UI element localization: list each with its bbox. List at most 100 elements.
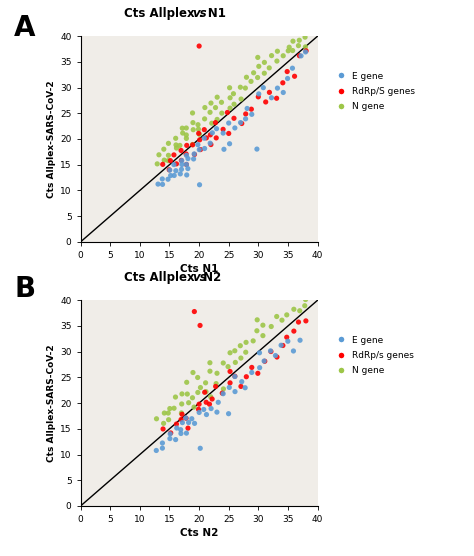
Point (178, 400, 185, 409)
Point (296, 336, 304, 345)
Point (254, 369, 262, 378)
Point (265, 88, 273, 97)
Point (259, 331, 267, 340)
Point (194, 388, 201, 397)
Point (225, 129, 233, 138)
Point (182, 414, 190, 423)
Point (273, 312, 281, 321)
Point (295, 317, 302, 326)
Point (243, 373, 250, 381)
Text: Cts Allplex: Cts Allplex (124, 7, 199, 19)
Point (254, 315, 261, 324)
Point (296, 306, 303, 315)
Point (302, 47, 310, 56)
Point (255, 349, 263, 358)
Point (160, 156, 168, 165)
Point (219, 128, 227, 137)
Point (178, 165, 185, 174)
Point (301, 33, 309, 42)
Point (261, 58, 268, 67)
Point (195, 125, 202, 133)
Point (173, 143, 180, 152)
Point (247, 105, 255, 113)
Point (238, 377, 246, 386)
Point (196, 180, 203, 189)
Point (243, 73, 250, 82)
Point (165, 415, 173, 424)
Point (189, 141, 196, 150)
Point (194, 120, 202, 129)
Point (182, 131, 190, 140)
Point (167, 429, 174, 438)
Point (164, 139, 172, 148)
Point (172, 393, 179, 401)
Point (201, 134, 208, 143)
Point (262, 97, 270, 106)
Point (273, 57, 281, 66)
Point (183, 378, 191, 387)
Point (248, 363, 255, 372)
Point (218, 108, 226, 117)
Point (179, 124, 186, 133)
Point (189, 140, 196, 149)
Point (237, 354, 245, 363)
Point (219, 389, 226, 398)
Point (250, 68, 257, 77)
Point (256, 363, 264, 372)
Point (226, 104, 234, 113)
Point (200, 405, 208, 414)
Point (213, 369, 221, 378)
Text: A: A (14, 14, 36, 42)
Point (289, 37, 297, 46)
Point (212, 133, 220, 142)
Text: B: B (14, 275, 36, 303)
Point (230, 114, 238, 123)
Point (182, 134, 190, 143)
Point (254, 53, 262, 62)
Point (267, 346, 274, 355)
Point (166, 429, 174, 438)
Point (153, 414, 160, 423)
Point (231, 372, 239, 381)
Point (231, 123, 238, 132)
Point (213, 408, 221, 416)
Point (224, 108, 231, 117)
Point (279, 341, 287, 350)
Point (202, 379, 210, 388)
Point (273, 94, 281, 103)
Point (209, 128, 216, 137)
X-axis label: Cts N1: Cts N1 (180, 264, 218, 274)
Point (219, 359, 227, 368)
Point (178, 410, 186, 419)
Point (206, 139, 214, 148)
Point (273, 353, 281, 361)
Point (172, 141, 180, 150)
Point (197, 145, 204, 154)
Point (231, 346, 238, 355)
Point (290, 346, 297, 355)
Point (190, 403, 198, 411)
X-axis label: Cts N2: Cts N2 (180, 528, 218, 538)
Point (195, 408, 203, 417)
Point (182, 123, 190, 132)
Point (189, 108, 196, 117)
Text: Cts Allplex: Cts Allplex (124, 271, 199, 284)
Point (207, 404, 215, 413)
Point (177, 425, 184, 434)
Point (195, 129, 202, 138)
Point (182, 414, 190, 423)
Point (213, 124, 220, 133)
Point (226, 140, 233, 148)
Point (280, 88, 287, 97)
Point (283, 67, 291, 76)
Point (253, 326, 261, 335)
Point (265, 63, 273, 72)
Text: . N1: . N1 (199, 7, 226, 19)
Point (195, 405, 202, 414)
Point (189, 118, 197, 127)
Point (248, 368, 255, 377)
Point (166, 404, 173, 413)
Point (212, 382, 219, 391)
Point (207, 140, 215, 149)
Point (195, 145, 203, 154)
